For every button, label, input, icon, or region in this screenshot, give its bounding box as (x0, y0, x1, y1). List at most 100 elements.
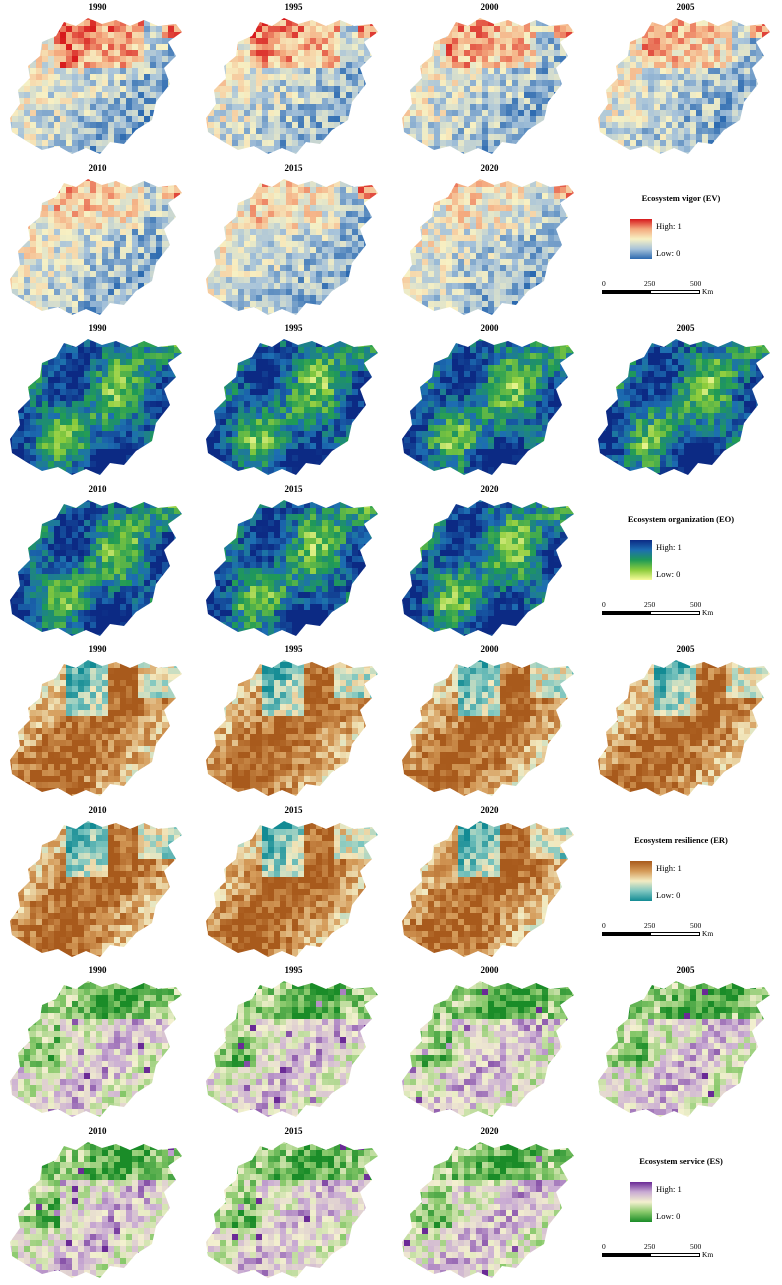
es-map-panel: 2005 (588, 964, 782, 1124)
scale-tick-label: 0 (602, 1242, 606, 1251)
legend-high-label: High: 1 (656, 221, 682, 231)
year-label: 2000 (392, 964, 587, 976)
year-label: 2005 (588, 964, 782, 976)
legend-title: Ecosystem organization (EO) (596, 514, 766, 524)
es-map-panel: 2010 (0, 1125, 195, 1285)
year-label: 2005 (588, 643, 782, 655)
ev-raster-map (202, 175, 384, 320)
ev-raster-map (6, 175, 188, 320)
legend-low-label: Low: 0 (656, 1211, 680, 1221)
eo-legend: Ecosystem organization (EO) High: 1 Low: 0… (596, 505, 782, 635)
scale-bar-graphic (602, 611, 700, 615)
year-label: 2020 (392, 804, 587, 816)
eo-raster-map (398, 496, 580, 641)
er-raster-map (202, 656, 384, 801)
scale-unit-label: Km (702, 287, 713, 296)
eo-map-panel: 2015 (196, 483, 391, 643)
color-ramp (630, 219, 652, 259)
legend-low-label: Low: 0 (656, 248, 680, 258)
ev-raster-map (6, 14, 188, 159)
ev-raster-map (398, 175, 580, 320)
year-label: 2005 (588, 322, 782, 334)
year-label: 1995 (196, 643, 391, 655)
ev-map-panel: 2005 (588, 1, 782, 161)
year-label: 1995 (196, 1, 391, 13)
year-label: 2005 (588, 1, 782, 13)
year-label: 2020 (392, 483, 587, 495)
year-label: 2010 (0, 162, 195, 174)
eo-raster-map (398, 335, 580, 480)
year-label: 1995 (196, 964, 391, 976)
ev-map-panel: 2020 (392, 162, 587, 322)
scale-bar-graphic (602, 932, 700, 936)
year-label: 2015 (196, 1125, 391, 1137)
year-label: 2000 (392, 322, 587, 334)
year-label: 2010 (0, 1125, 195, 1137)
er-raster-map (6, 656, 188, 801)
es-map-panel: 2000 (392, 964, 587, 1124)
er-map-panel: 2010 (0, 804, 195, 964)
er-map-panel: 2020 (392, 804, 587, 964)
es-raster-map (202, 977, 384, 1122)
scale-tick-label: 500 (690, 279, 701, 288)
eo-map-panel: 1995 (196, 322, 391, 482)
eo-raster-map (202, 335, 384, 480)
ev-map-panel: 2010 (0, 162, 195, 322)
legend-low-label: Low: 0 (656, 890, 680, 900)
er-map-panel: 2005 (588, 643, 782, 803)
es-map-panel: 2020 (392, 1125, 587, 1285)
scale-unit-label: Km (702, 929, 713, 938)
eo-raster-map (6, 335, 188, 480)
ev-map-panel: 1990 (0, 1, 195, 161)
scale-tick-label: 0 (602, 600, 606, 609)
eo-raster-map (594, 335, 776, 480)
es-map-panel: 2015 (196, 1125, 391, 1285)
legend-low-label: Low: 0 (656, 569, 680, 579)
legend-title: Ecosystem resilience (ER) (596, 835, 766, 845)
es-raster-map (6, 977, 188, 1122)
er-raster-map (398, 817, 580, 962)
eo-map-panel: 2005 (588, 322, 782, 482)
scale-tick-label: 250 (644, 279, 655, 288)
year-label: 1995 (196, 322, 391, 334)
year-label: 1990 (0, 1, 195, 13)
scale-tick-label: 500 (690, 921, 701, 930)
scale-unit-label: Km (702, 608, 713, 617)
er-raster-map (202, 817, 384, 962)
es-raster-map (594, 977, 776, 1122)
year-label: 2020 (392, 1125, 587, 1137)
ev-map-panel: 1995 (196, 1, 391, 161)
year-label: 2000 (392, 1, 587, 13)
year-label: 2015 (196, 162, 391, 174)
scale-tick-label: 500 (690, 600, 701, 609)
scale-unit-label: Km (702, 1250, 713, 1259)
legend-high-label: High: 1 (656, 542, 682, 552)
color-ramp (630, 1182, 652, 1222)
es-raster-map (398, 977, 580, 1122)
year-label: 1990 (0, 964, 195, 976)
color-ramp (630, 540, 652, 580)
es-map-panel: 1990 (0, 964, 195, 1124)
er-raster-map (594, 656, 776, 801)
year-label: 2015 (196, 483, 391, 495)
es-raster-map (202, 1138, 384, 1283)
eo-map-panel: 2010 (0, 483, 195, 643)
er-map-panel: 1995 (196, 643, 391, 803)
year-label: 2010 (0, 804, 195, 816)
legend-title: Ecosystem vigor (EV) (596, 193, 766, 203)
year-label: 2010 (0, 483, 195, 495)
er-raster-map (6, 817, 188, 962)
eo-raster-map (6, 496, 188, 641)
year-label: 2015 (196, 804, 391, 816)
ev-map-panel: 2015 (196, 162, 391, 322)
er-map-panel: 2000 (392, 643, 587, 803)
ev-map-panel: 2000 (392, 1, 587, 161)
